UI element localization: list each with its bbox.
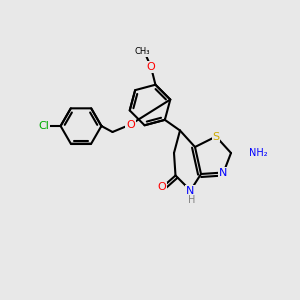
Text: Cl: Cl: [39, 121, 50, 131]
Text: O: O: [158, 182, 166, 193]
Text: CH₃: CH₃: [134, 47, 150, 56]
Text: O: O: [147, 62, 155, 72]
Text: N: N: [219, 167, 228, 178]
Text: H: H: [188, 195, 195, 205]
Text: O: O: [126, 119, 135, 130]
Text: N: N: [186, 185, 195, 196]
Text: NH₂: NH₂: [249, 148, 268, 158]
Text: S: S: [212, 131, 220, 142]
